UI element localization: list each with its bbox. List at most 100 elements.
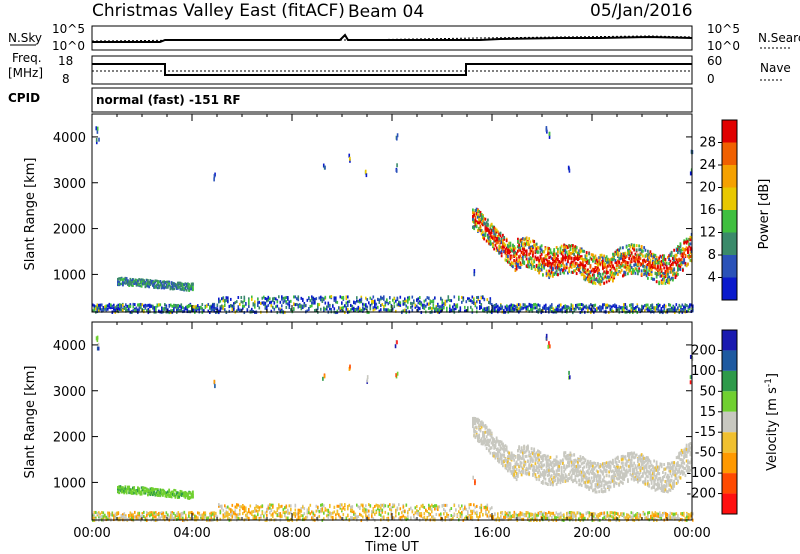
power-cell xyxy=(563,243,566,247)
power-cell xyxy=(648,252,651,256)
power-cell xyxy=(93,304,96,308)
power-cell xyxy=(338,306,340,310)
power-cell xyxy=(362,306,364,310)
velocity-cell xyxy=(444,509,447,513)
power-cell xyxy=(519,254,522,258)
velocity-cell xyxy=(141,514,144,518)
power-cell xyxy=(482,236,484,240)
velocity-cell xyxy=(398,503,400,507)
power-cell xyxy=(554,261,557,265)
power-cell xyxy=(180,288,183,291)
power-cell xyxy=(654,306,657,310)
power-cell xyxy=(95,138,98,143)
nsearch-label: N.Search xyxy=(758,31,800,45)
velocity-cell xyxy=(459,507,462,511)
power-cell xyxy=(589,256,592,260)
power-cell xyxy=(655,258,658,262)
power-cell xyxy=(134,282,137,285)
power-ylabel: Slant Range [km] xyxy=(23,158,38,271)
power-cell xyxy=(251,295,253,299)
power-cell xyxy=(258,306,261,310)
velocity-cell xyxy=(264,511,267,515)
velocity-cell xyxy=(294,514,297,518)
power-cell xyxy=(539,256,542,260)
power-cell xyxy=(296,297,298,301)
power-cell xyxy=(321,299,324,303)
velocity-cell xyxy=(269,506,271,510)
power-cell xyxy=(609,260,612,264)
power-cell xyxy=(465,300,468,304)
velocity-cell xyxy=(282,511,285,515)
power-cell xyxy=(597,270,599,274)
power-cell xyxy=(505,255,508,259)
velocity-cell xyxy=(593,514,595,518)
power-cell xyxy=(317,305,319,309)
power-cell xyxy=(659,271,662,275)
power-cell xyxy=(519,308,522,312)
power-cell xyxy=(669,278,672,282)
power-cell xyxy=(612,273,614,277)
power-cell xyxy=(555,257,558,261)
power-cell xyxy=(489,297,492,301)
power-cell xyxy=(350,308,352,312)
velocity-cell xyxy=(129,511,132,515)
power-cell xyxy=(363,303,366,307)
velocity-cell xyxy=(155,515,157,519)
velocity-cell xyxy=(515,512,517,516)
velocity-cell xyxy=(351,505,354,509)
power-cell xyxy=(518,248,521,252)
velocity-cell xyxy=(398,512,400,516)
velocity-cell xyxy=(242,504,244,508)
power-cell xyxy=(279,307,282,311)
power-cell xyxy=(555,272,558,276)
power-cell xyxy=(129,303,132,307)
power-cell xyxy=(360,297,363,301)
power-cell xyxy=(672,273,674,277)
power-cell xyxy=(293,307,295,311)
power-cell xyxy=(687,262,689,266)
power-cell xyxy=(669,309,672,313)
power-cell xyxy=(548,273,551,277)
power-cell xyxy=(143,279,146,282)
velocity-cell xyxy=(389,503,391,507)
power-cell xyxy=(366,298,369,302)
power-cell xyxy=(672,278,674,282)
power-cell xyxy=(655,280,658,284)
velocity-cell xyxy=(563,513,565,517)
power-cell xyxy=(486,308,489,312)
power-cell xyxy=(544,255,547,259)
velocity-cell xyxy=(594,512,597,516)
power-cell xyxy=(493,247,496,251)
power-cell xyxy=(276,300,279,304)
velocity-cell xyxy=(108,511,111,515)
power-cell xyxy=(245,302,247,306)
power-cell xyxy=(162,284,164,287)
power-cell xyxy=(622,252,624,256)
power-cell xyxy=(623,303,625,307)
power-cell xyxy=(161,306,163,310)
velocity-cell xyxy=(236,513,238,517)
power-cell xyxy=(524,303,526,307)
velocity-cell xyxy=(133,486,136,489)
power-cell xyxy=(323,306,325,310)
power-cell xyxy=(660,269,663,273)
power-cell xyxy=(523,260,526,264)
power-cell xyxy=(498,237,501,241)
power-cell xyxy=(625,266,628,270)
power-cell xyxy=(345,297,348,301)
power-cell xyxy=(489,224,492,228)
power-cell xyxy=(157,279,159,283)
power-cell xyxy=(535,242,538,246)
power-cell xyxy=(529,247,532,251)
velocity-cell xyxy=(206,517,208,521)
power-cell xyxy=(480,215,483,219)
power-cell xyxy=(158,284,161,287)
freq-label-line2: [MHz] xyxy=(8,66,43,80)
beam-label: Beam 04 xyxy=(348,2,424,22)
velocity-cell xyxy=(236,515,238,519)
power-cell xyxy=(192,308,195,312)
power-cell xyxy=(552,271,554,275)
power-cell xyxy=(515,264,518,268)
power-cell xyxy=(503,237,506,241)
power-cell xyxy=(618,305,621,309)
